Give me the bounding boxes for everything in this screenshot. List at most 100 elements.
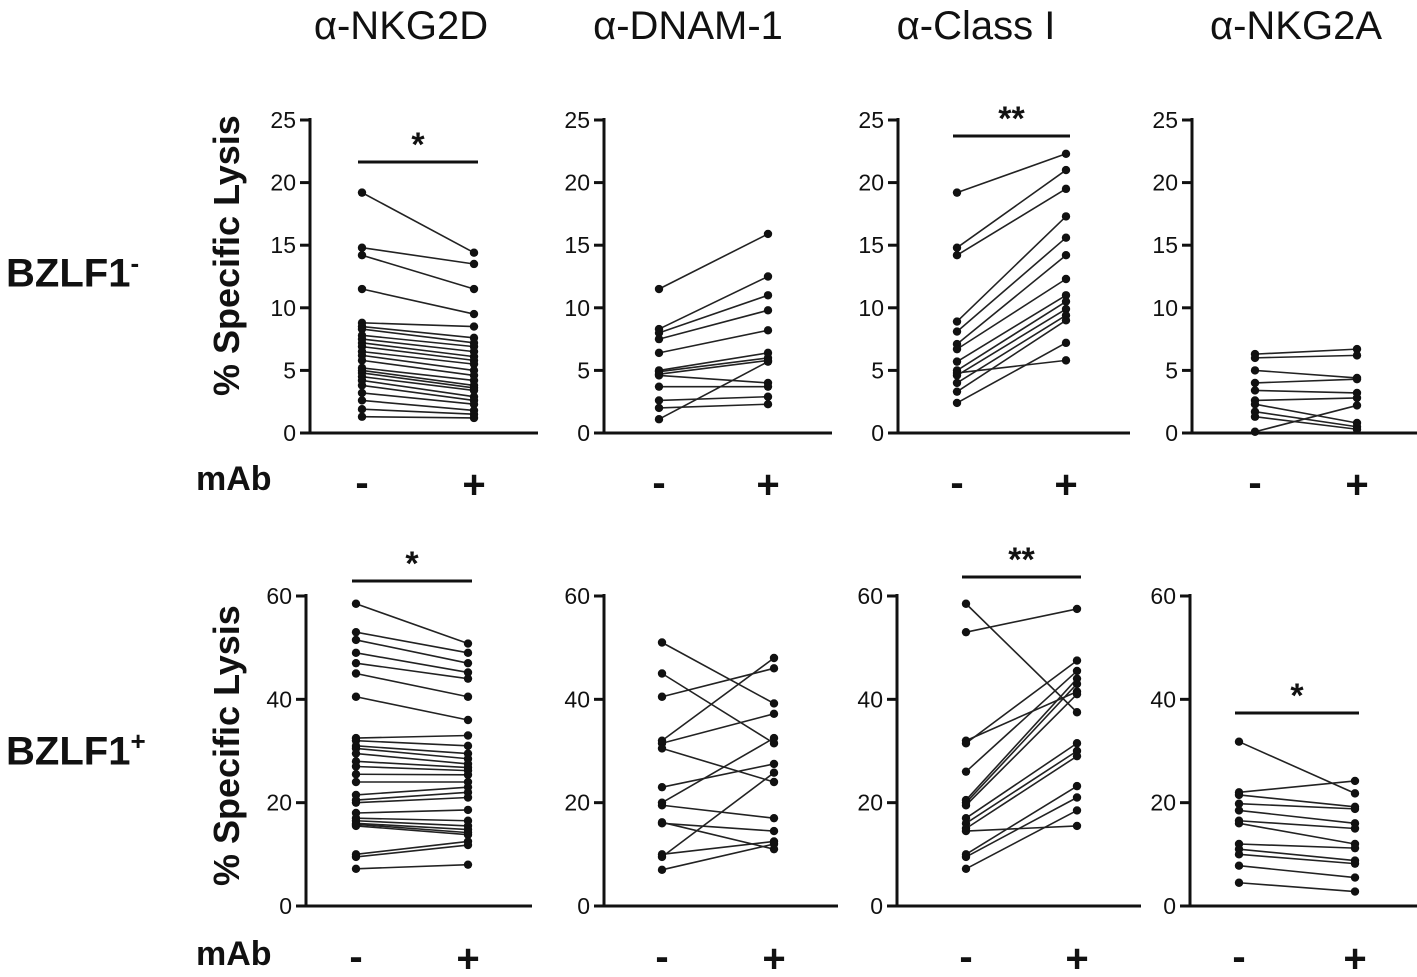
pair-line [361, 342, 475, 358]
data-point-plus [463, 668, 473, 677]
significance-marker: ** [1008, 541, 1035, 579]
data-point-minus [952, 251, 962, 260]
pair-line [965, 742, 1078, 819]
condition-label-minus: - [950, 461, 963, 505]
data-point-minus [657, 669, 667, 678]
pair-line [661, 737, 775, 804]
data-point-minus [351, 635, 361, 645]
pair-line [361, 375, 475, 392]
data-point-minus [952, 327, 962, 336]
pair-line [355, 602, 469, 645]
pair-line [1254, 378, 1358, 384]
pair-line [361, 288, 475, 315]
data-point-minus [952, 344, 962, 354]
condition-label-plus: + [462, 463, 485, 507]
significance-marker: * [1290, 677, 1304, 715]
data-point-plus [769, 839, 779, 849]
y-tick-label: 20 [564, 790, 590, 816]
pair-line [361, 246, 475, 265]
pair-line [658, 357, 769, 373]
data-point-minus [1234, 799, 1244, 808]
data-point-plus [1072, 793, 1082, 802]
data-point-minus [351, 627, 361, 637]
pair-line [965, 683, 1078, 804]
data-point-plus [763, 326, 773, 335]
data-point-plus [1072, 781, 1082, 791]
pair-line [1238, 853, 1356, 865]
data-point-plus [769, 699, 779, 708]
column-title-dnam1: α-DNAM-1 [593, 4, 783, 48]
data-point-minus [357, 284, 367, 294]
pair-line [956, 278, 1067, 350]
data-point-plus [1350, 859, 1360, 868]
data-point-plus [1352, 374, 1362, 384]
data-point-plus [1350, 873, 1360, 882]
data-point-minus [952, 368, 962, 378]
pair-line [965, 678, 1078, 801]
data-point-minus [654, 348, 664, 358]
pair-line [956, 188, 1067, 256]
data-point-minus [654, 415, 664, 424]
pair-line [658, 360, 769, 420]
pair-line [361, 369, 475, 387]
data-point-minus [654, 284, 664, 294]
column-title-nkg2d: α-NKG2D [313, 4, 489, 48]
pair-line [355, 639, 469, 664]
y-tick-label: 20 [858, 170, 884, 196]
pair-line [1238, 802, 1356, 810]
pair-line [355, 786, 469, 796]
y-tick-label: 5 [1165, 357, 1178, 383]
data-point-plus [463, 658, 473, 668]
data-point-plus [769, 759, 779, 769]
data-point-plus [1061, 212, 1071, 221]
data-point-plus [1352, 344, 1362, 354]
pair-line [658, 374, 769, 384]
y-tick-label: 15 [270, 232, 296, 258]
y-tick-label: 5 [871, 357, 884, 383]
y-tick-label: 0 [577, 893, 590, 919]
data-point-minus [351, 852, 361, 862]
data-point-minus [351, 648, 361, 658]
pair-line [355, 695, 469, 721]
data-point-plus [1072, 656, 1082, 665]
pair-line [355, 844, 469, 858]
pair-line [1238, 843, 1356, 849]
data-point-plus [1072, 739, 1082, 748]
pair-line [361, 359, 475, 377]
data-point-minus [357, 405, 367, 414]
pair-line [355, 809, 469, 814]
pair-line [361, 345, 475, 362]
pair-line [355, 631, 469, 654]
y-tick-label: 60 [564, 583, 590, 609]
data-point-plus [763, 357, 773, 366]
data-point-minus [1250, 366, 1260, 375]
condition-label-minus: - [1248, 461, 1261, 505]
data-point-plus [463, 840, 473, 850]
data-point-plus [1352, 351, 1362, 360]
pair-line [1238, 822, 1356, 845]
data-point-minus [657, 744, 667, 753]
y-tick-label: 25 [1152, 107, 1178, 133]
data-point-minus [657, 782, 667, 792]
data-point-plus [1072, 689, 1082, 699]
data-point-minus [657, 801, 667, 810]
pair-line [361, 325, 475, 339]
data-point-plus [1352, 425, 1362, 434]
data-point-minus [657, 638, 667, 647]
data-point-plus [469, 322, 479, 331]
data-point-plus [463, 770, 473, 779]
data-point-minus [1250, 412, 1260, 421]
pair-line [361, 372, 475, 389]
y-tick-label: 40 [1150, 686, 1176, 712]
pair-line [956, 308, 1067, 377]
data-point-minus [1234, 861, 1244, 870]
pair-line [1238, 809, 1356, 825]
pair-line [1254, 397, 1358, 402]
pair-line [661, 667, 775, 698]
pair-line [965, 785, 1078, 856]
column-title-nkg2a: α-NKG2A [1209, 4, 1383, 48]
row-label-sup: + [130, 726, 146, 756]
pair-line [1238, 780, 1356, 794]
row-label-name: BZLF1 [6, 729, 131, 774]
